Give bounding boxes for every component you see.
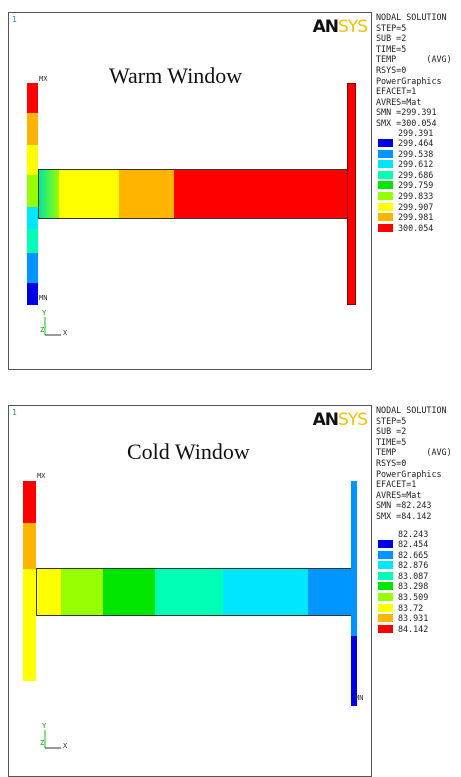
legend-label: 299.464 (398, 138, 434, 148)
right-plate (347, 83, 356, 305)
legend-swatch (378, 624, 393, 633)
info-line: SMX =84.142 (376, 510, 432, 521)
panel-title: Warm Window (109, 63, 243, 88)
info-line: RSYS=0 (376, 64, 407, 75)
legend-label: 84.142 (398, 623, 429, 634)
solution-info: NODAL SOLUTION STEP=5 SUB =2 TIME=5 TEMP (AV… (376, 405, 452, 522)
legend-swatch (378, 170, 393, 179)
legend-label: 299.833 (398, 191, 434, 201)
legend-swatch (378, 550, 393, 559)
legend-swatch (378, 139, 393, 147)
legend-swatch (378, 160, 393, 169)
legend-swatch (378, 213, 393, 222)
warm-viewport: 1 ANSYS Warm Window MX MN (8, 12, 372, 370)
info-line: STEP=5 (376, 415, 407, 426)
cold-window-panel: 1 ANSYS Cold Window MX MN (0, 395, 461, 777)
info-line: STEP=5 (376, 22, 407, 33)
info-line: SMN =82.243 (376, 500, 432, 511)
solution-info: NODAL SOLUTION STEP=5 SUB =2 TIME=5 TEMP (AV… (376, 12, 452, 129)
info-line: EFACET=1 (376, 479, 417, 490)
axis-x-label: X (63, 329, 68, 337)
legend-label: 299.538 (398, 148, 434, 159)
legend-swatch (378, 571, 393, 580)
info-line: TIME=5 (376, 436, 407, 447)
legend-label: 82.665 (398, 549, 429, 560)
axis-z-label: Z (40, 326, 45, 334)
ansys-logo: ANSYS (312, 410, 368, 430)
info-line: PowerGraphics (376, 75, 442, 86)
mn-marker: MN (39, 294, 48, 302)
legend-label: 83.931 (398, 613, 429, 624)
legend-label: 83.298 (398, 581, 429, 592)
window-number: 1 (12, 15, 17, 24)
axis-z-label: Z (40, 739, 45, 747)
info-line: TEMP (AVG) (376, 54, 452, 65)
legend-swatch (378, 181, 393, 190)
info-line: AVRES=Mat (376, 96, 422, 107)
info-line: RSYS=0 (376, 457, 407, 468)
left-plate (27, 83, 38, 305)
axis-triad (44, 317, 61, 336)
legend-min-label: 82.243 (398, 529, 429, 539)
legend-swatch (378, 593, 393, 601)
right-plate (351, 481, 357, 706)
cold-viewport: 1 ANSYS Cold Window MX MN (8, 405, 372, 777)
mx-marker: MX (37, 472, 46, 480)
legend-swatch (378, 202, 393, 211)
legend-swatch (378, 603, 393, 612)
info-line: SUB =2 (376, 426, 407, 437)
legend-label: 82.454 (398, 539, 429, 549)
info-line: SMX =300.054 (376, 117, 437, 128)
mn-marker: MN (355, 694, 364, 702)
legend-label: 82.876 (398, 560, 429, 571)
info-line: SUB =2 (376, 33, 407, 44)
info-line: TIME=5 (376, 43, 407, 54)
axis-x-label: X (63, 742, 68, 750)
axis-triad (44, 730, 61, 749)
ansys-logo: ANSYS (312, 17, 368, 37)
legend-swatch (378, 192, 393, 200)
legend-label: 83.509 (398, 592, 429, 602)
info-line: NODAL SOLUTION (376, 12, 447, 22)
legend-label: 300.054 (398, 222, 434, 233)
horizontal-web (36, 568, 353, 616)
window-number: 1 (12, 408, 17, 417)
legend-label: 299.759 (398, 180, 434, 191)
mx-marker: MX (39, 75, 48, 83)
legend-label: 299.612 (398, 159, 434, 170)
warm-window-panel: 1 ANSYS Warm Window MX MN (0, 0, 461, 380)
legend-swatch (378, 582, 393, 591)
legend-label: 299.686 (398, 169, 434, 180)
info-line: EFACET=1 (376, 86, 417, 97)
legend-swatch (378, 614, 393, 623)
panel-title: Cold Window (127, 439, 250, 464)
legend-swatch (378, 540, 393, 548)
left-plate (23, 481, 36, 681)
axis-y-label: Y (42, 722, 47, 730)
info-line: PowerGraphics (376, 468, 442, 479)
legend-label: 83.087 (398, 570, 429, 581)
legend-swatch (378, 223, 393, 232)
info-line: SMN =299.391 (376, 107, 437, 118)
info-line: TEMP (AVG) (376, 447, 452, 458)
legend-swatch (378, 561, 393, 570)
info-line: NODAL SOLUTION (376, 405, 447, 415)
legend-label: 299.981 (398, 212, 434, 223)
legend-label: 83.72 (398, 602, 424, 613)
legend-swatch (378, 149, 393, 158)
legend-min-label: 299.391 (398, 128, 434, 138)
horizontal-web (38, 169, 349, 219)
info-line: AVRES=Mat (376, 489, 422, 500)
legend-label: 299.907 (398, 201, 434, 212)
axis-y-label: Y (42, 309, 47, 317)
